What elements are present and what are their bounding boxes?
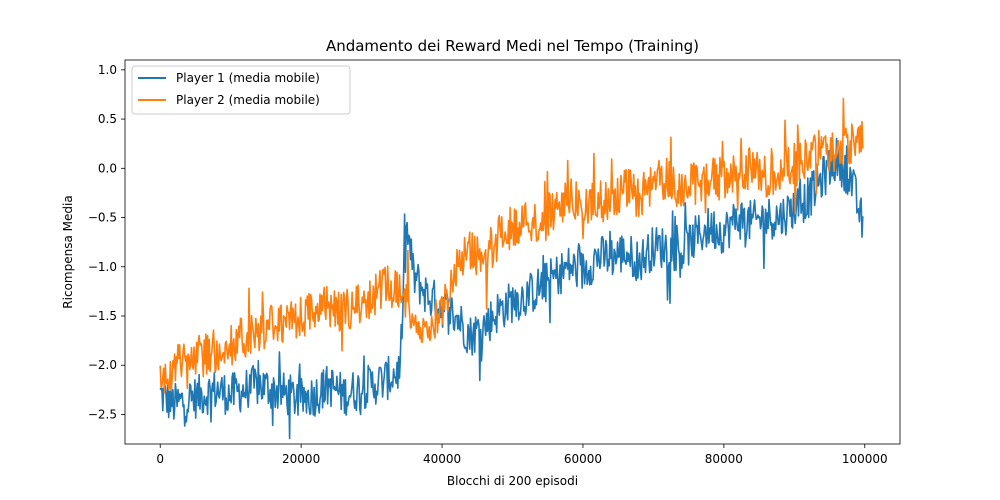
y-axis: −2.5 −2.0 −1.5 −1.0 −0.5 0.0 0.5 1.0 (88, 63, 125, 421)
y-tick-label: −2.0 (88, 358, 117, 372)
x-tick-label: 100000 (842, 452, 888, 466)
y-tick-label: 0.5 (98, 112, 117, 126)
legend-label-player-1: Player 1 (media mobile) (176, 71, 320, 85)
y-tick-label: 0.0 (98, 161, 117, 175)
chart-title: Andamento dei Reward Medi nel Tempo (Tra… (326, 37, 699, 55)
x-tick-label: 60000 (564, 452, 602, 466)
series-line-player-2 (159, 97, 864, 394)
x-axis-label: Blocchi di 200 episodi (447, 474, 578, 488)
x-tick-label: 0 (156, 452, 164, 466)
y-tick-label: −2.5 (88, 407, 117, 421)
x-tick-label: 20000 (282, 452, 320, 466)
series-layer (159, 97, 864, 440)
y-axis-label: Ricompensa Media (61, 195, 75, 308)
y-tick-label: 1.0 (98, 63, 117, 77)
legend-label-player-2: Player 2 (media mobile) (176, 93, 320, 107)
legend: Player 1 (media mobile) Player 2 (media … (131, 65, 351, 115)
plot-frame (124, 59, 901, 445)
x-axis: 0 20000 40000 60000 80000 100000 (156, 444, 888, 466)
y-tick-label: −0.5 (88, 211, 117, 225)
x-tick-label: 80000 (705, 452, 743, 466)
y-tick-label: −1.0 (88, 260, 117, 274)
series-line-player-1 (159, 137, 864, 440)
legend-box (131, 65, 351, 115)
x-tick-label: 40000 (423, 452, 461, 466)
y-tick-label: −1.5 (88, 309, 117, 323)
